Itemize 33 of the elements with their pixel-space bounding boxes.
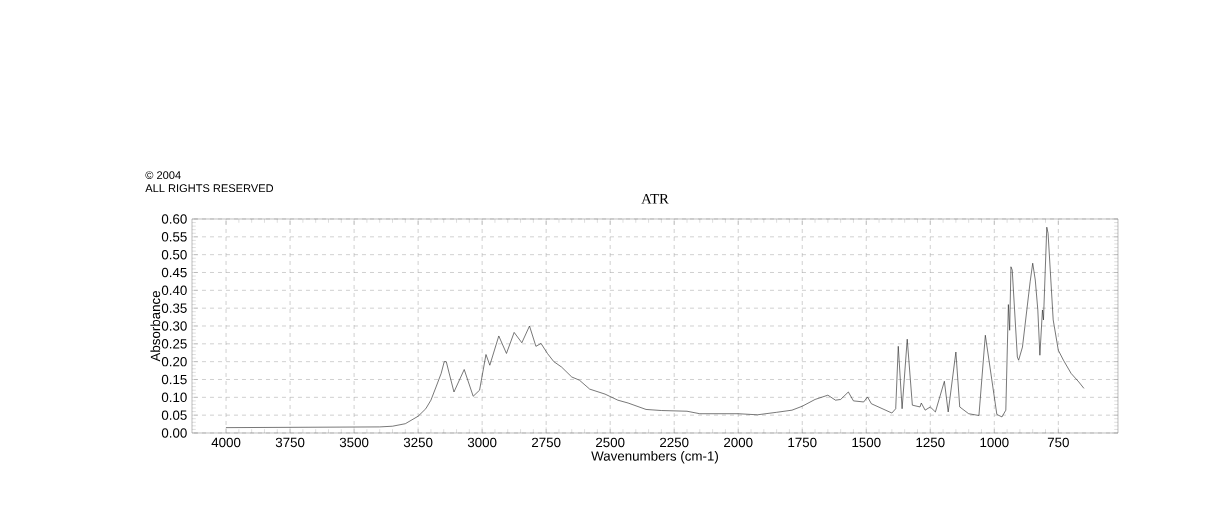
x-tick-label: 4000 (211, 437, 241, 448)
y-tick-label: 0.60 (161, 214, 187, 224)
y-tick-label: 0.15 (161, 374, 187, 385)
x-tick-label: 3750 (275, 437, 305, 448)
x-tick-label: 3500 (339, 437, 369, 448)
y-tick-label: 0.10 (161, 392, 187, 403)
x-tick-label: 2500 (596, 437, 625, 448)
text: ALL RIGHTS RESERVED (145, 184, 274, 193)
y-tick-label: 0.25 (161, 339, 187, 349)
y-tick-label: 0.50 (161, 249, 187, 260)
x-tick-label: 1500 (852, 437, 881, 448)
x-tick-label: 2250 (660, 437, 689, 448)
y-tick-label: 0.20 (161, 356, 187, 367)
chart-title: ATR (641, 193, 669, 204)
y-tick-label: 0.55 (161, 232, 187, 242)
y-tick-label: 0.45 (161, 267, 187, 278)
y-tick-label: 0.35 (161, 303, 187, 313)
y-tick-label: 0.00 (161, 428, 187, 438)
y-tick-label: 0.40 (161, 285, 187, 296)
x-tick-label: 2750 (532, 437, 561, 448)
x-tick-label: 2000 (724, 437, 753, 448)
y-axis-title: Absorbance (150, 291, 161, 362)
y-tick-label: 0.30 (161, 321, 187, 331)
x-tick-label: 1250 (916, 437, 945, 448)
x-tick-label: 3000 (467, 437, 497, 448)
text: © 2004 (145, 171, 181, 180)
y-tick-label: 0.05 (161, 410, 187, 420)
x-tick-label: 750 (1047, 437, 1069, 448)
line-series (225, 226, 1085, 428)
x-axis-title: Wavenumbers (cm-1) (591, 450, 718, 464)
x-tick-label: 3250 (403, 437, 433, 448)
x-tick-label: 1750 (788, 437, 817, 448)
x-tick-label: 1000 (980, 437, 1009, 448)
